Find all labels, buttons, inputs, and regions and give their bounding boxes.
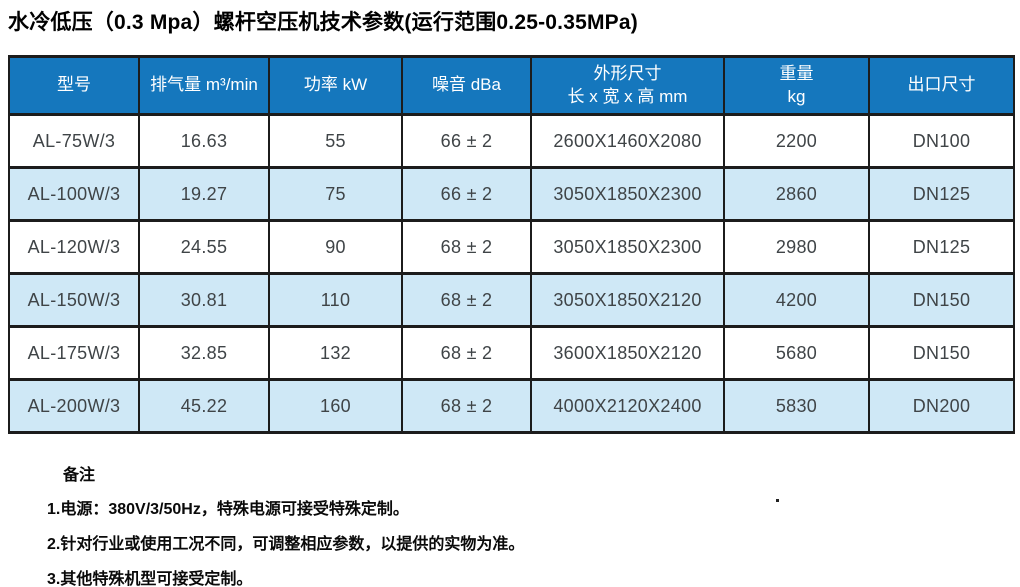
- table-row: AL-200W/3 45.22 160 68 ± 2 4000X2120X240…: [8, 378, 1015, 434]
- cell-model: AL-100W/3: [8, 166, 140, 222]
- cell-power: 110: [268, 272, 403, 328]
- cell-model: AL-200W/3: [8, 378, 140, 434]
- header-power: 功率 kW: [268, 55, 403, 116]
- cell-model: AL-75W/3: [8, 113, 140, 169]
- cell-power: 75: [268, 166, 403, 222]
- note-item: 3.其他特殊机型可接受定制。: [47, 571, 253, 587]
- cell-weight: 5830: [723, 378, 870, 434]
- cell-outlet: DN150: [868, 325, 1015, 381]
- cell-model: AL-120W/3: [8, 219, 140, 275]
- table-row: AL-75W/3 16.63 55 66 ± 2 2600X1460X2080 …: [8, 113, 1015, 169]
- note-item: 2.针对行业或使用工况不同，可调整相应参数，以提供的实物为准。: [47, 536, 525, 553]
- table-header-row: 型号 排气量 m³/min 功率 kW 噪音 dBa 外形尺寸 长 x 宽 x …: [8, 55, 1015, 116]
- note-item: 1.电源：380V/3/50Hz，特殊电源可接受特殊定制。: [47, 501, 409, 518]
- cell-power: 160: [268, 378, 403, 434]
- cell-weight: 4200: [723, 272, 870, 328]
- cell-weight: 2980: [723, 219, 870, 275]
- cell-weight: 2860: [723, 166, 870, 222]
- header-label: 排气量 m³/min: [150, 75, 258, 95]
- table-row: AL-120W/3 24.55 90 68 ± 2 3050X1850X2300…: [8, 219, 1015, 275]
- header-model: 型号: [8, 55, 140, 116]
- cell-noise: 68 ± 2: [401, 272, 532, 328]
- table-row: AL-100W/3 19.27 75 66 ± 2 3050X1850X2300…: [8, 166, 1015, 222]
- spec-table: 型号 排气量 m³/min 功率 kW 噪音 dBa 外形尺寸 长 x 宽 x …: [8, 55, 1015, 434]
- cell-power: 132: [268, 325, 403, 381]
- table-row: AL-175W/3 32.85 132 68 ± 2 3600X1850X212…: [8, 325, 1015, 381]
- cell-power: 90: [268, 219, 403, 275]
- scan-speck: [776, 499, 779, 502]
- table-row: AL-150W/3 30.81 110 68 ± 2 3050X1850X212…: [8, 272, 1015, 328]
- header-label: 出口尺寸: [907, 75, 976, 95]
- cell-displacement: 19.27: [138, 166, 270, 222]
- header-label: 重量: [779, 64, 814, 84]
- cell-displacement: 30.81: [138, 272, 270, 328]
- header-sublabel: kg: [787, 86, 806, 106]
- cell-model: AL-150W/3: [8, 272, 140, 328]
- cell-outlet: DN100: [868, 113, 1015, 169]
- cell-outlet: DN200: [868, 378, 1015, 434]
- cell-noise: 66 ± 2: [401, 166, 532, 222]
- cell-noise: 66 ± 2: [401, 113, 532, 169]
- cell-displacement: 16.63: [138, 113, 270, 169]
- header-dimensions: 外形尺寸 长 x 宽 x 高 mm: [530, 55, 725, 116]
- cell-noise: 68 ± 2: [401, 325, 532, 381]
- cell-dimensions: 4000X2120X2400: [530, 378, 725, 434]
- cell-dimensions: 3600X1850X2120: [530, 325, 725, 381]
- header-weight: 重量 kg: [723, 55, 870, 116]
- cell-noise: 68 ± 2: [401, 219, 532, 275]
- header-sublabel: 长 x 宽 x 高 mm: [567, 86, 688, 106]
- header-label: 型号: [57, 75, 91, 95]
- header-label: 外形尺寸: [593, 64, 662, 84]
- notes-heading: 备注: [63, 467, 96, 484]
- header-noise: 噪音 dBa: [401, 55, 532, 116]
- cell-model: AL-175W/3: [8, 325, 140, 381]
- header-label: 功率 kW: [303, 75, 368, 95]
- cell-weight: 2200: [723, 113, 870, 169]
- notes-section: 备注 1.电源：380V/3/50Hz，特殊电源可接受特殊定制。 2.针对行业或…: [47, 461, 524, 587]
- cell-outlet: DN150: [868, 272, 1015, 328]
- cell-dimensions: 3050X1850X2120: [530, 272, 725, 328]
- cell-displacement: 32.85: [138, 325, 270, 381]
- cell-outlet: DN125: [868, 166, 1015, 222]
- page-title: 水冷低压（0.3 Mpa）螺杆空压机技术参数(运行范围0.25-0.35MPa): [8, 11, 638, 34]
- cell-power: 55: [268, 113, 403, 169]
- cell-dimensions: 2600X1460X2080: [530, 113, 725, 169]
- cell-dimensions: 3050X1850X2300: [530, 219, 725, 275]
- header-displacement: 排气量 m³/min: [138, 55, 270, 116]
- header-label: 噪音 dBa: [432, 75, 501, 95]
- cell-noise: 68 ± 2: [401, 378, 532, 434]
- cell-displacement: 24.55: [138, 219, 270, 275]
- header-outlet-size: 出口尺寸: [868, 55, 1015, 116]
- cell-outlet: DN125: [868, 219, 1015, 275]
- cell-dimensions: 3050X1850X2300: [530, 166, 725, 222]
- cell-displacement: 45.22: [138, 378, 270, 434]
- cell-weight: 5680: [723, 325, 870, 381]
